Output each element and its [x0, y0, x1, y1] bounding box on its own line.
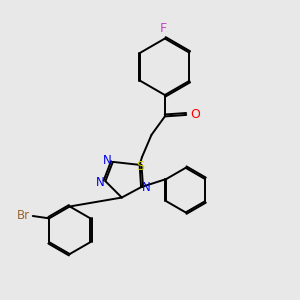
Text: Br: Br — [17, 209, 30, 223]
Text: S: S — [136, 160, 145, 173]
Text: F: F — [160, 22, 167, 35]
Text: N: N — [142, 181, 151, 194]
Text: N: N — [96, 176, 104, 189]
Text: N: N — [103, 154, 112, 167]
Text: O: O — [190, 108, 200, 121]
